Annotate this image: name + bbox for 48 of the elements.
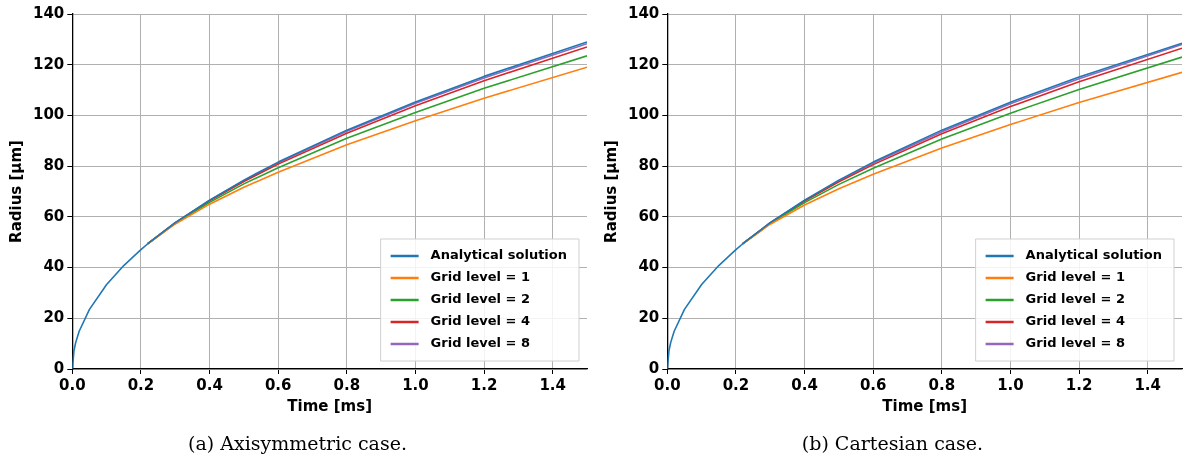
- legend-label: Grid level = 8: [1025, 335, 1125, 351]
- y-tick-label: 60: [43, 206, 65, 225]
- y-tick-label: 20: [43, 308, 65, 327]
- x-tick-label: 1.2: [470, 375, 498, 394]
- y-tick-label: 0: [53, 358, 65, 377]
- y-tick-label: 100: [33, 105, 65, 124]
- x-tick-label: 1.0: [402, 375, 429, 394]
- text: (b) Cartesian case.: [800, 432, 985, 454]
- y-tick-label: 60: [638, 206, 660, 225]
- y-tick-label: 100: [628, 105, 660, 124]
- x-tick-label: 0.8: [928, 375, 956, 394]
- y-tick-label: 120: [33, 54, 65, 73]
- y-tick-label: 140: [628, 3, 660, 22]
- y-tick-label: 40: [43, 257, 65, 276]
- y-tick-label: 40: [638, 257, 660, 276]
- x-tick-label: 0.4: [196, 375, 223, 394]
- x-tick-label: 1.4: [539, 375, 566, 394]
- legend-label: Grid level = 4: [430, 313, 530, 329]
- x-tick-label: 1.2: [1065, 375, 1093, 394]
- legend-label: Grid level = 2: [430, 291, 530, 307]
- y-axis-title: Radius [μm]: [601, 140, 620, 243]
- x-axis-title: Time [ms]: [882, 396, 967, 415]
- x-tick-label: 0.0: [654, 375, 681, 394]
- y-tick-label: 140: [33, 3, 65, 22]
- y-tick-label: 120: [628, 54, 660, 73]
- x-tick-label: 0.4: [791, 375, 818, 394]
- legend-label: Grid level = 8: [430, 335, 530, 351]
- x-tick-label: 0.6: [264, 375, 292, 394]
- x-tick-label: 0.2: [722, 375, 750, 394]
- x-tick-label: 1.0: [997, 375, 1024, 394]
- text: (a) Axisymmetric case.: [187, 432, 408, 454]
- x-tick-label: 0.8: [333, 375, 361, 394]
- y-tick-label: 0: [648, 358, 660, 377]
- legend-label: Grid level = 4: [1025, 313, 1125, 329]
- x-tick-label: 1.4: [1134, 375, 1161, 394]
- legend-label: Grid level = 2: [1025, 291, 1125, 307]
- legend-label: Grid level = 1: [430, 269, 530, 285]
- x-tick-label: 0.6: [859, 375, 887, 394]
- x-axis-title: Time [ms]: [287, 396, 372, 415]
- legend-label: Analytical solution: [430, 247, 567, 263]
- x-tick-label: 0.2: [127, 375, 155, 394]
- y-tick-label: 20: [638, 308, 660, 327]
- x-tick-label: 0.0: [59, 375, 86, 394]
- legend-label: Grid level = 1: [1025, 269, 1125, 285]
- y-tick-label: 80: [638, 156, 660, 175]
- legend-label: Analytical solution: [1025, 247, 1162, 263]
- y-tick-label: 80: [43, 156, 65, 175]
- y-axis-title: Radius [μm]: [6, 140, 25, 243]
